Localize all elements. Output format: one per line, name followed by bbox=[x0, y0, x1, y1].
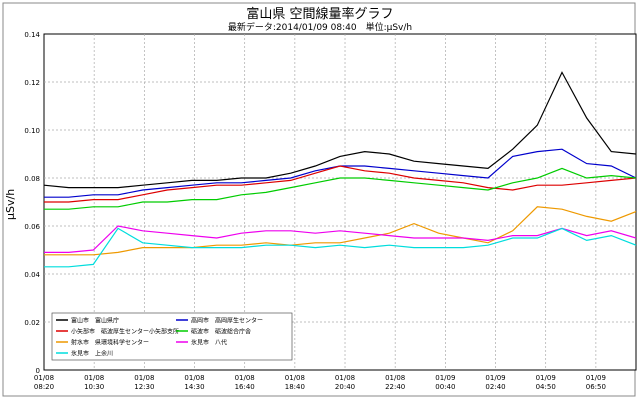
legend-label-4: 射水市 県環境科学センター bbox=[71, 339, 149, 347]
x-tick-date: 01/09 bbox=[536, 374, 556, 382]
y-tick-label: 0.12 bbox=[24, 79, 40, 87]
legend-label-3: 砺波市 砺波総合庁舎 bbox=[191, 328, 251, 336]
series-line-3 bbox=[44, 167, 637, 210]
x-tick-date: 01/08 bbox=[235, 374, 255, 382]
x-tick-date: 01/09 bbox=[435, 374, 455, 382]
x-tick-time: 18:40 bbox=[285, 383, 305, 391]
y-tick-label: 0.10 bbox=[24, 127, 40, 135]
x-tick-time: 20:40 bbox=[335, 383, 355, 391]
x-tick-time: 22:40 bbox=[385, 383, 405, 391]
x-tick-time: 12:30 bbox=[134, 383, 154, 391]
x-tick-date: 01/08 bbox=[184, 374, 204, 382]
x-tick-time: 14:30 bbox=[184, 383, 204, 391]
x-tick-date: 01/08 bbox=[335, 374, 355, 382]
x-tick-date: 01/08 bbox=[285, 374, 305, 382]
series-line-4 bbox=[44, 206, 637, 256]
series-line-2 bbox=[44, 165, 637, 203]
x-tick-date: 01/09 bbox=[586, 374, 606, 382]
y-tick-label: 0.02 bbox=[24, 319, 40, 327]
y-tick-label: 0.14 bbox=[24, 31, 40, 39]
y-tick-label: 0.06 bbox=[24, 223, 40, 231]
x-tick-date: 01/08 bbox=[84, 374, 104, 382]
x-tick-time: 04:50 bbox=[536, 383, 556, 391]
series-line-5 bbox=[44, 225, 637, 253]
series-line-6 bbox=[44, 227, 637, 268]
x-tick-date: 01/09 bbox=[485, 374, 505, 382]
legend-label-2: 小矢部市 砺波厚生センター小矢部支所 bbox=[71, 328, 179, 336]
legend-label-1: 高岡市 高岡厚生センター bbox=[191, 317, 263, 325]
x-tick-time: 08:20 bbox=[34, 383, 54, 391]
series-line-0 bbox=[43, 71, 637, 189]
x-tick-date: 01/08 bbox=[134, 374, 154, 382]
x-tick-time: 02:40 bbox=[485, 383, 505, 391]
x-tick-time: 06:50 bbox=[586, 383, 606, 391]
y-tick-label: 0.04 bbox=[24, 271, 40, 279]
chart-subtitle: 最新データ:2014/01/09 08:40 単位:μSv/h bbox=[227, 23, 413, 33]
x-tick-time: 10:30 bbox=[84, 383, 104, 391]
legend-label-0: 富山市 富山県庁 bbox=[71, 317, 119, 325]
chart-title: 富山県 空間線量率グラフ bbox=[246, 7, 394, 22]
x-tick-date: 01/08 bbox=[385, 374, 405, 382]
legend-box bbox=[51, 312, 293, 361]
x-tick-time: 16:40 bbox=[235, 383, 255, 391]
y-tick-label: 0 bbox=[36, 367, 40, 375]
legend-label-6: 氷見市 上余川 bbox=[71, 350, 113, 358]
y-tick-label: 0.08 bbox=[24, 175, 40, 183]
legend-label-5: 氷見市 八代 bbox=[191, 339, 227, 347]
x-tick-time: 00:40 bbox=[435, 383, 455, 391]
x-tick-date: 01/08 bbox=[34, 374, 54, 382]
